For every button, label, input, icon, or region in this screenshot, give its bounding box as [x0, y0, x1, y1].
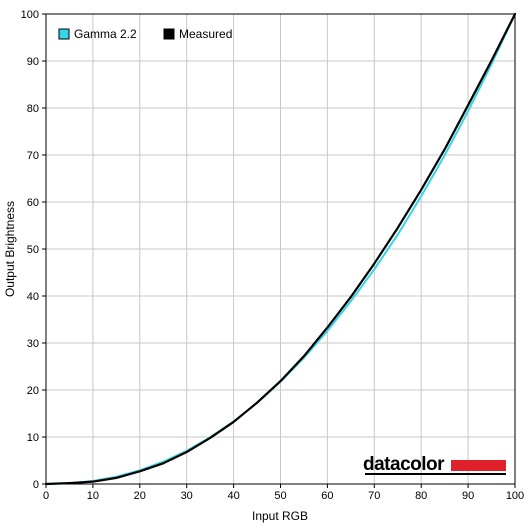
series-lines	[44, 12, 517, 486]
y-tick-label: 90	[27, 56, 39, 68]
x-tick-label: 30	[181, 490, 193, 502]
legend-label-gamma: Gamma 2.2	[74, 27, 137, 41]
x-axis-label: Input RGB	[252, 509, 308, 523]
y-tick-label: 70	[27, 150, 39, 162]
datacolor-red-bar	[451, 460, 506, 471]
datacolor-wordmark: datacolor	[363, 454, 445, 475]
y-tick-label: 40	[27, 291, 39, 303]
x-tick-label: 90	[462, 490, 474, 502]
legend-swatch-measured	[163, 28, 175, 40]
x-tick-label: 0	[43, 490, 49, 502]
y-tick-label: 100	[21, 9, 39, 21]
y-tick-label: 30	[27, 338, 39, 350]
y-tick-label: 0	[33, 479, 39, 491]
legend-swatch-gamma	[58, 28, 70, 40]
x-tick-label: 60	[321, 490, 333, 502]
legend-label-measured: Measured	[179, 27, 232, 41]
y-tick-label: 20	[27, 385, 39, 397]
x-tick-label: 20	[134, 490, 146, 502]
y-axis-label: Output Brightness	[3, 201, 17, 297]
x-tick-label: 10	[87, 490, 99, 502]
y-tick-label: 80	[27, 103, 39, 115]
y-tick-label: 60	[27, 197, 39, 209]
x-tick-label: 50	[274, 490, 286, 502]
y-tick-labels: 0 10 20 30 40 50 60 70 80 90 100	[21, 9, 46, 491]
y-tick-label: 50	[27, 244, 39, 256]
y-tick-label: 10	[27, 432, 39, 444]
measured-line	[44, 12, 517, 486]
x-tick-label: 80	[415, 490, 427, 502]
x-tick-label: 40	[227, 490, 239, 502]
gridlines	[46, 14, 515, 484]
legend: Gamma 2.2 Measured	[58, 27, 232, 41]
x-tick-labels: 0 10 20 30 40 50 60 70 80 90 100	[43, 484, 524, 502]
datacolor-logo: datacolor	[363, 454, 506, 475]
x-tick-label: 100	[506, 490, 524, 502]
datacolor-underline	[365, 473, 506, 475]
x-tick-label: 70	[368, 490, 380, 502]
